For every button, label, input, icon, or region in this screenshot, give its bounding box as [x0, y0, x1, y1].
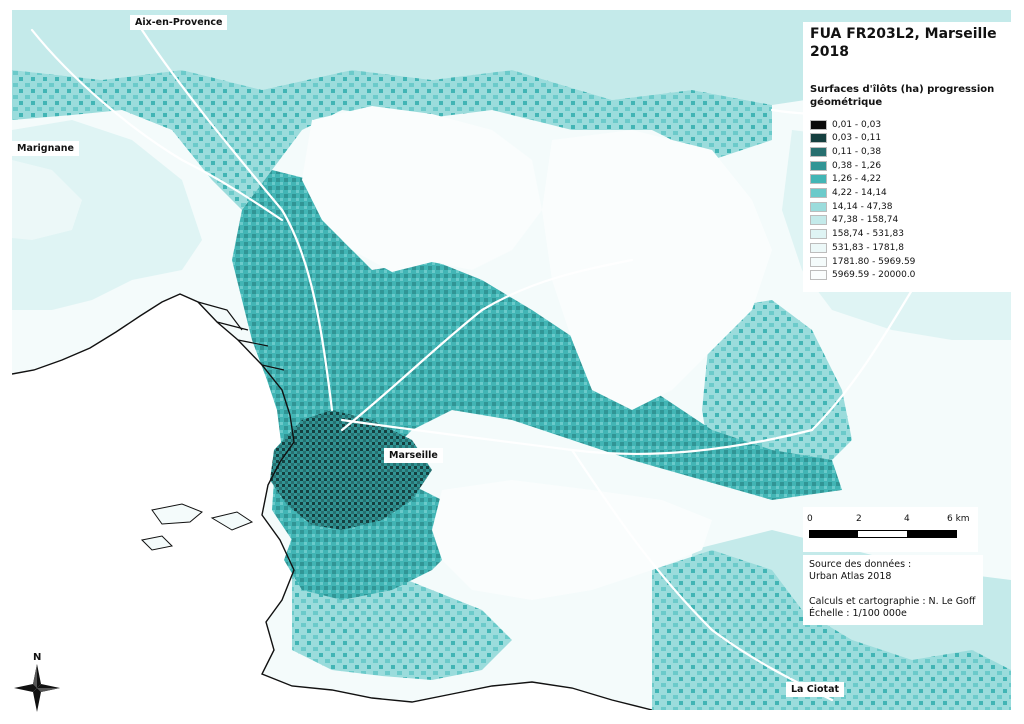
- legend-label: 5969.59 - 20000.0: [832, 270, 916, 281]
- scale-segment-1: [810, 531, 858, 537]
- massif-etoile: [302, 106, 542, 272]
- legend-item: 0,11 - 0,38: [810, 146, 881, 157]
- legend-swatch: [810, 270, 827, 281]
- legend-panel: FUA FR203L2, Marseille 2018 Surfaces d'î…: [803, 22, 1011, 292]
- legend-swatch: [810, 146, 827, 157]
- legend-swatch: [810, 201, 827, 212]
- legend-item: 4,22 - 14,14: [810, 188, 887, 199]
- source-label: Source des données :: [809, 559, 912, 570]
- zone-sparse-southeast: [652, 550, 1011, 710]
- legend-item: 1,26 - 4,22: [810, 174, 881, 185]
- legend-swatch: [810, 188, 827, 198]
- legend-swatch: [810, 133, 827, 144]
- map-svg: [12, 10, 1011, 710]
- legend-item: 1781.80 - 5969.59: [810, 256, 915, 267]
- legend-swatch: [810, 174, 827, 185]
- legend-label: 0,38 - 1,26: [832, 160, 882, 171]
- legend-swatch: [810, 160, 827, 171]
- legend-swatch: [810, 242, 827, 253]
- legend-item: 531,83 - 1781,8: [810, 242, 904, 253]
- scale-tick-4: 4: [904, 514, 910, 524]
- massif-calanques: [432, 480, 712, 600]
- scale-segment-3: [907, 531, 956, 537]
- scale-bar-panel: 0 2 4 6 km: [803, 507, 978, 552]
- legend-swatch: [810, 215, 827, 226]
- legend-item: 0,38 - 1,26: [810, 160, 881, 171]
- legend-label: 0,01 - 0,03: [832, 119, 882, 130]
- legend-label: 158,74 - 531,83: [832, 229, 904, 240]
- scale-segment-2: [858, 531, 907, 537]
- scale-bar: [809, 530, 957, 538]
- legend-label: 4,22 - 14,14: [832, 188, 887, 198]
- legend-swatch: [810, 229, 827, 240]
- port-jetties: [197, 301, 285, 371]
- zone-dense-core: [270, 410, 432, 530]
- zone-sparse-north: [12, 70, 772, 210]
- legend-item: 0,03 - 0,11: [810, 133, 881, 144]
- scale-tick-6: 6 km: [947, 514, 970, 524]
- label-aix-en-provence: Aix-en-Provence: [130, 15, 228, 30]
- compass-rose-icon: [14, 664, 60, 712]
- north-arrow: N: [14, 652, 60, 712]
- frioul-islands: [140, 503, 254, 551]
- legend-swatch: [810, 256, 827, 267]
- label-la-ciotat: La Ciotat: [786, 682, 845, 697]
- massif-garlaban: [542, 130, 772, 410]
- scale-tick-2: 2: [856, 514, 862, 524]
- north-label: N: [33, 652, 42, 663]
- legend-label: 1781.80 - 5969.59: [832, 256, 916, 267]
- scale-tick-0: 0: [807, 514, 813, 524]
- legend-label: 14,14 - 47,38: [832, 201, 893, 212]
- legend-item: 47,38 - 158,74: [810, 215, 898, 226]
- zone-light-west: [12, 120, 202, 310]
- legend-label: 1,26 - 4,22: [832, 174, 882, 185]
- zone-light-north: [12, 10, 1011, 105]
- legend-item: 0,01 - 0,03: [810, 119, 881, 130]
- scale-text: Échelle : 1/100 000e: [809, 608, 907, 619]
- author-credit: Calculs et cartographie : N. Le Goff: [809, 596, 976, 607]
- legend-swatch: [810, 119, 827, 130]
- coastline: [12, 293, 653, 710]
- credits-panel: Source des données : Urban Atlas 2018 Ca…: [803, 555, 983, 625]
- legend-item: 158,74 - 531,83: [810, 229, 904, 240]
- legend-label: 47,38 - 158,74: [832, 215, 899, 226]
- legend-item: 5969.59 - 20000.0: [810, 270, 915, 281]
- label-marseille: Marseille: [384, 448, 443, 463]
- map-title: FUA FR203L2, Marseille 2018: [810, 26, 997, 60]
- label-marignane: Marignane: [12, 141, 79, 156]
- legend-heading: Surfaces d'îlôts (ha) progression géomét…: [810, 84, 995, 108]
- source-value: Urban Atlas 2018: [809, 571, 892, 582]
- legend-label: 0,11 - 0,38: [832, 146, 882, 157]
- legend-item: 14,14 - 47,38: [810, 201, 893, 212]
- legend-label: 0,03 - 0,11: [832, 133, 882, 144]
- etang-de-berre: [12, 160, 82, 240]
- legend-label: 531,83 - 1781,8: [832, 242, 904, 253]
